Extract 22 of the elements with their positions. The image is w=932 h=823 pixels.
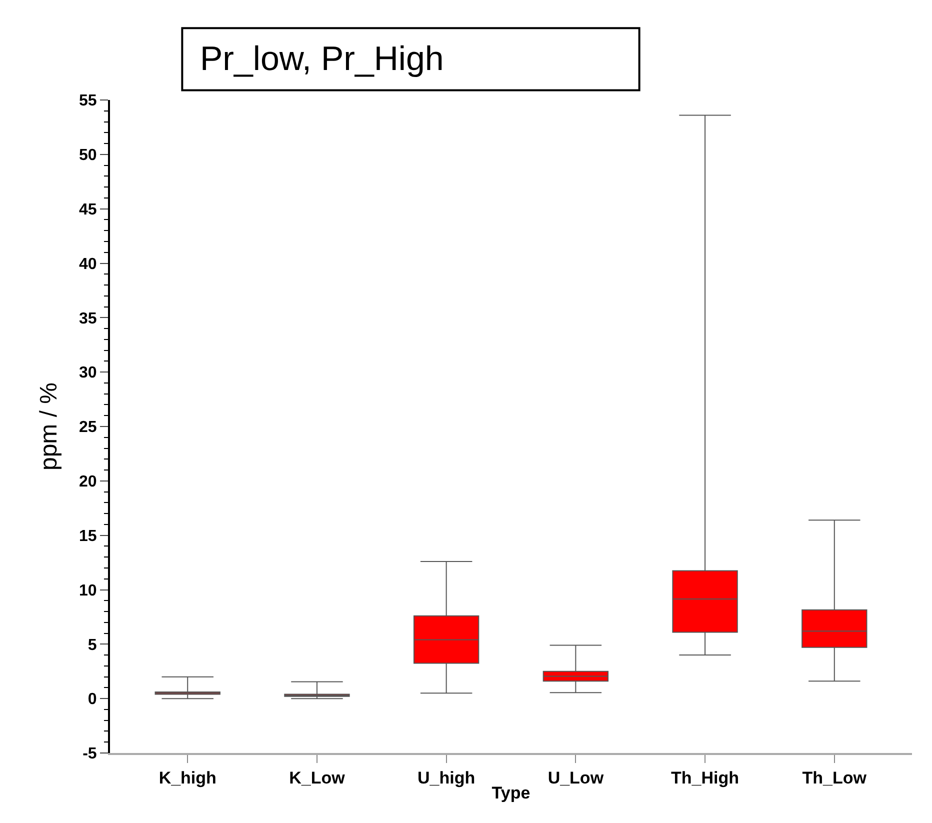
y-tick-label: 50	[79, 147, 97, 164]
x-tick-label: Th_High	[671, 768, 740, 788]
chart-title: Pr_low, Pr_High	[200, 40, 444, 78]
x-tick-label: U_high	[418, 768, 476, 788]
y-tick-label: 20	[79, 474, 97, 491]
y-tick-label: 15	[79, 528, 97, 545]
x-tick-label: K_Low	[289, 768, 346, 788]
y-tick-label: 40	[79, 256, 97, 273]
y-axis-title: ppm / %	[36, 382, 63, 471]
y-tick-label: 5	[88, 636, 97, 654]
y-tick-label: 45	[79, 201, 97, 218]
x-tick-label: K_high	[158, 768, 216, 788]
x-tick-label: U_Low	[548, 768, 604, 788]
y-tick-label: -5	[82, 746, 97, 763]
y-tick-label: 25	[79, 419, 97, 436]
x-axis-title: Type	[492, 783, 530, 802]
y-tick-label: 55	[79, 92, 97, 110]
x-tick-label: Th_Low	[802, 768, 868, 788]
y-tick-label: 30	[79, 364, 97, 382]
y-tick-label: 10	[79, 582, 97, 600]
y-tick-label: 35	[79, 310, 97, 328]
y-tick-label: 0	[88, 691, 97, 708]
